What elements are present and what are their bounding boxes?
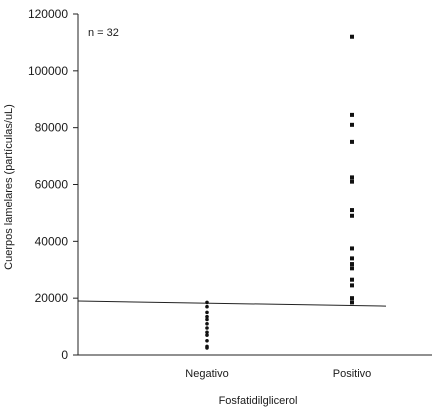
data-point-positivo [350,262,354,267]
data-point-negativo [205,330,209,335]
data-point-positivo [350,208,354,213]
data-point-negativo [205,304,209,309]
y-tick-label: 60000 [35,178,69,192]
data-point-negativo [205,326,209,330]
data-point-positivo [350,283,354,288]
data-point-positivo [350,300,354,305]
data-point-positivo [350,246,354,251]
data-point-positivo [350,266,354,271]
y-tick-label: 80000 [35,121,69,135]
data-point-negativo [205,300,209,305]
y-tick-label: 0 [61,348,68,362]
data-point-positivo [350,277,354,282]
data-point-negativo [205,333,209,337]
reference-line [77,300,387,307]
data-point-positivo [350,213,354,218]
x-category-label-negativo: Negativo [185,368,228,380]
data-point-positivo [350,296,354,301]
data-point-negativo [205,317,209,322]
data-point-positivo [350,175,354,180]
data-point-negativo [205,338,209,343]
y-tick-label: 120000 [28,7,68,21]
sample-size-annotation: n = 32 [88,27,119,39]
data-point-positivo [350,179,354,184]
y-axis-title: Cuerpos lamelares (partículas/uL) [3,104,15,270]
y-axis-ticks: 0 20000 40000 60000 80000 100000 120000 [28,7,78,362]
y-tick-label: 40000 [35,234,69,248]
y-tick-label: 100000 [28,64,68,78]
data-points [205,34,354,350]
data-point-positivo [350,256,354,261]
x-category-label-positivo: Positivo [333,368,372,380]
data-point-positivo [350,122,354,127]
data-point-negativo [205,321,209,326]
data-point-positivo [350,112,354,117]
y-tick-label: 20000 [35,291,69,305]
data-point-negativo [205,310,209,315]
x-axis-category-labels: Negativo Positivo [185,368,371,380]
data-point-negativo [205,346,209,350]
data-point-positivo [350,139,354,144]
x-axis-title: Fosfatidilglicerol [219,395,298,407]
data-point-negativo [205,314,209,319]
data-point-positivo [350,34,354,39]
